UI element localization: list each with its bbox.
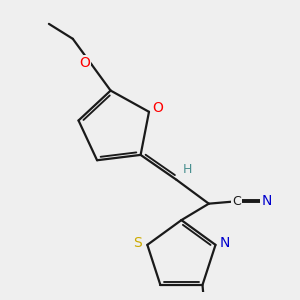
Text: N: N <box>261 194 272 208</box>
Text: O: O <box>79 56 90 70</box>
Text: H: H <box>183 163 192 176</box>
Text: S: S <box>133 236 142 250</box>
Text: N: N <box>219 236 230 250</box>
Text: C: C <box>232 195 241 208</box>
Text: O: O <box>152 101 163 115</box>
